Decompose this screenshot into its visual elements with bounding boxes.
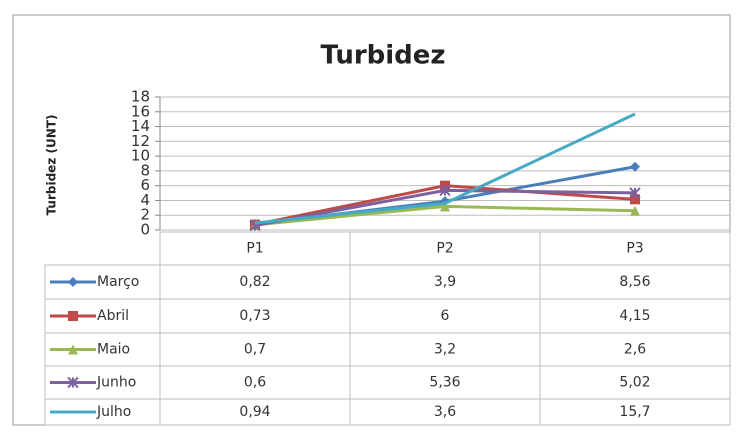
table-value: 3,6: [434, 404, 456, 420]
y-tick-label: 12: [131, 132, 150, 150]
table-value: 8,56: [619, 274, 650, 290]
table-value: 3,2: [434, 342, 456, 358]
y-tick-label: 18: [131, 88, 150, 106]
legend-label: Março: [97, 274, 139, 290]
chart-title: Turbidez: [320, 41, 445, 71]
marker: [630, 194, 640, 205]
table-value: 0,6: [244, 375, 266, 391]
y-tick-label: 10: [131, 147, 150, 165]
table-value: 0,73: [239, 308, 270, 324]
marker: [68, 344, 78, 355]
marker: [629, 187, 641, 199]
marker: [630, 161, 640, 172]
y-tick-label: 0: [140, 221, 150, 239]
legend-label: Abril: [97, 308, 129, 324]
y-tick-label: 8: [140, 161, 150, 179]
marker: [630, 205, 640, 216]
table-value: 5,02: [619, 375, 650, 391]
marker: [439, 184, 451, 197]
y-axis-label: Turbidez (UNT): [45, 115, 59, 216]
y-tick-label: 4: [140, 191, 150, 209]
legend-label: Maio: [97, 342, 130, 358]
marker: [440, 201, 450, 212]
table-value: 0,94: [239, 404, 270, 420]
table-header-label: P1: [246, 241, 263, 257]
table-value: 2,6: [624, 342, 646, 358]
table-header-label: P3: [626, 241, 643, 257]
marker: [67, 376, 79, 389]
marker: [68, 277, 78, 287]
table-value: 0,7: [244, 342, 266, 358]
series-line: [254, 112, 636, 225]
y-tick-label: 2: [140, 206, 150, 224]
legend-label: Junho: [96, 375, 136, 391]
chart-frame: [12, 14, 731, 426]
table-value: 15,7: [619, 404, 650, 420]
table-value: 0,82: [239, 274, 270, 290]
table-value: 3,9: [434, 274, 456, 290]
legend-label: Julho: [96, 404, 131, 420]
marker: [68, 311, 78, 321]
y-tick-label: 6: [140, 176, 150, 194]
y-tick-label: 16: [131, 102, 150, 120]
y-tick-label: 14: [131, 117, 150, 135]
table-value: 5,36: [429, 375, 460, 391]
table-value: 4,15: [619, 308, 650, 324]
table-value: 6: [441, 308, 450, 324]
table-header-label: P2: [436, 241, 453, 257]
